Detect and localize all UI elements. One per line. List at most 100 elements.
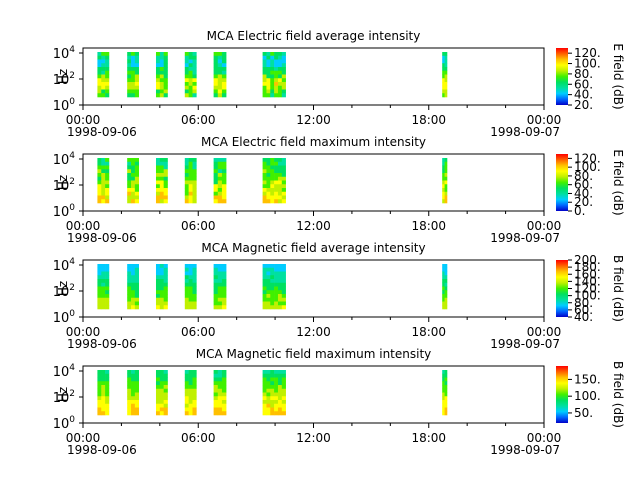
spectrogram-cell: [163, 85, 168, 90]
spectrogram-cell: [105, 305, 110, 310]
spectrogram-cell: [221, 180, 227, 185]
spectrogram-cell: [101, 370, 106, 375]
spectrogram-cell: [192, 52, 197, 57]
spectrogram-cell: [217, 67, 223, 72]
spectrogram-cell: [217, 290, 223, 295]
spectrogram-cell: [192, 55, 197, 60]
spectrogram-cell: [97, 55, 102, 60]
spectrogram-cell: [163, 199, 168, 204]
spectrogram-cell: [97, 305, 102, 310]
spectrogram-cell: [155, 373, 161, 378]
spectrogram-cell: [444, 191, 448, 196]
spectrogram-cell: [155, 55, 161, 60]
spectrogram-cell: [262, 70, 267, 75]
spectrogram-cell: [262, 286, 267, 291]
spectrogram-cell: [213, 85, 219, 90]
spectrogram-cell: [277, 370, 283, 375]
spectrogram-cell: [188, 180, 193, 185]
spectrogram-cell: [134, 188, 139, 193]
spectrogram-cell: [192, 411, 197, 416]
spectrogram-cell: [131, 264, 136, 269]
spectrogram-cell: [262, 271, 267, 276]
spectrogram-cell: [131, 294, 136, 299]
spectrogram-cell: [274, 161, 279, 166]
spectrogram-cell: [274, 78, 279, 83]
colorbar-tick-label: 160.: [574, 267, 601, 281]
x-date-label: 1998-09-07: [490, 231, 560, 245]
spectrogram-cell: [155, 279, 161, 284]
spectrogram-cell: [217, 282, 223, 287]
spectrogram-cell: [262, 385, 267, 390]
spectrogram-cell: [134, 282, 139, 287]
spectrogram-cell: [188, 74, 193, 79]
spectrogram-cell: [270, 184, 275, 189]
colorbar: 0.20.40.60.80.100.120. E field (dB): [556, 149, 625, 218]
spectrogram-cell: [217, 55, 223, 60]
spectrogram-cell: [192, 305, 197, 310]
spectrogram-cell: [131, 70, 136, 75]
spectrogram-cell: [442, 78, 445, 83]
spectrogram-cell: [134, 158, 139, 163]
spectrogram-cell: [105, 301, 110, 306]
spectrogram-cell: [105, 377, 110, 382]
spectrogram-cell: [127, 180, 132, 185]
spectrogram-cell: [213, 176, 219, 181]
y-tick-label: 100: [53, 415, 76, 432]
x-date-label: 1998-09-07: [490, 443, 560, 457]
spectrogram-cell: [217, 411, 223, 416]
spectrogram-cell: [266, 381, 271, 386]
spectrogram-cell: [159, 67, 164, 72]
spectrogram-cell: [101, 67, 106, 72]
spectrogram-cell: [131, 267, 136, 272]
spectrogram-cell: [262, 165, 267, 170]
spectrogram-cell: [155, 301, 161, 306]
spectrogram-cell: [444, 180, 448, 185]
spectrogram-cell: [217, 271, 223, 276]
spectrogram-cell: [217, 173, 223, 178]
spectrogram-cell: [444, 407, 448, 412]
spectrogram-cell: [192, 82, 197, 87]
spectrogram-cell: [266, 195, 271, 200]
spectrogram-cell: [274, 403, 279, 408]
spectrogram-cell: [131, 93, 136, 98]
spectrogram-cell: [188, 388, 193, 393]
spectrogram-cell: [101, 55, 106, 60]
spectrogram-cell: [262, 305, 267, 310]
spectrogram-cell: [105, 52, 110, 57]
spectrogram-cell: [155, 158, 161, 163]
spectrogram-cell: [270, 370, 275, 375]
spectrogram-cell: [127, 305, 132, 310]
spectrogram-cell: [192, 264, 197, 269]
x-tick-label: 00:00: [527, 113, 562, 127]
colorbar-tick-label: 50.: [574, 406, 593, 420]
spectrogram-cell: [442, 373, 445, 378]
spectrogram-cell: [163, 89, 168, 94]
spectrogram-cell: [192, 191, 197, 196]
spectrogram-cell: [127, 373, 132, 378]
spectrogram-cell: [277, 52, 283, 57]
spectrogram-cell: [155, 294, 161, 299]
spectrogram-cell: [274, 286, 279, 291]
spectrogram-cell: [274, 282, 279, 287]
spectrogram-cell: [184, 82, 189, 87]
spectrogram-cell: [101, 275, 106, 280]
spectrogram-cell: [270, 400, 275, 405]
spectrogram-cell: [270, 188, 275, 193]
spectrogram-cell: [105, 411, 110, 416]
spectrogram-cell: [134, 305, 139, 310]
spectrogram-cell: [442, 89, 445, 94]
spectrogram-cell: [213, 63, 219, 68]
spectrogram-cell: [221, 301, 227, 306]
spectrogram-cell: [159, 74, 164, 79]
spectrogram-cell: [163, 78, 168, 83]
x-tick-label: 00:00: [527, 325, 562, 339]
x-date-label: 1998-09-07: [490, 125, 560, 139]
spectrogram-cell: [97, 411, 102, 416]
spectrogram-cell: [277, 93, 283, 98]
spectrogram-cell: [131, 400, 136, 405]
spectrogram-cell: [105, 403, 110, 408]
spectrogram-cell: [213, 286, 219, 291]
spectrogram-cell: [127, 301, 132, 306]
spectrogram-cell: [101, 282, 106, 287]
spectrogram-cell: [105, 176, 110, 181]
